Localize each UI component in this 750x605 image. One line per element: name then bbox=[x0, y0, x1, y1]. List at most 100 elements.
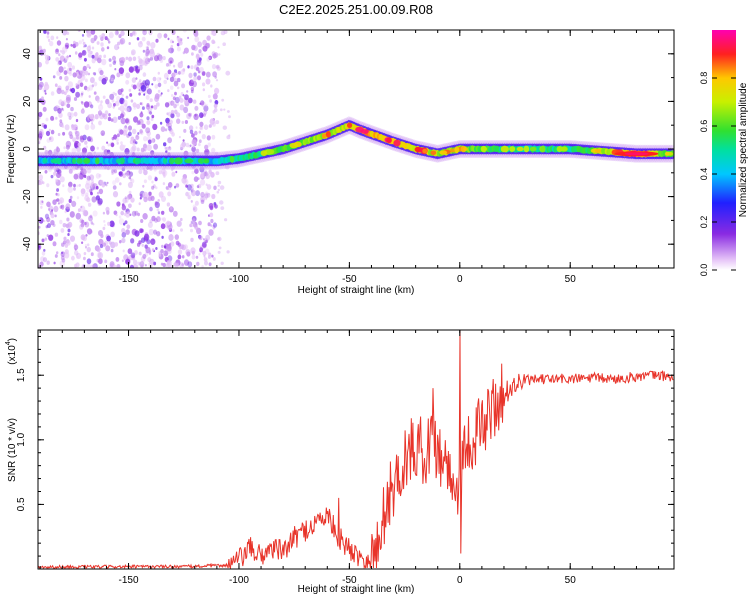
noise-dot bbox=[112, 60, 117, 65]
noise-dot bbox=[157, 211, 161, 215]
noise-dot bbox=[189, 129, 194, 134]
chart-title: C2E2.2025.251.00.09.R08 bbox=[279, 2, 433, 17]
noise-dot bbox=[95, 195, 100, 201]
noise-dot bbox=[169, 76, 175, 83]
noise-dot bbox=[181, 263, 184, 267]
noise-dot bbox=[126, 194, 132, 200]
noise-dot bbox=[174, 91, 177, 96]
x-tick-label: -50 bbox=[342, 575, 357, 586]
y-tick-label: -40 bbox=[22, 237, 33, 252]
noise-dot bbox=[38, 111, 43, 117]
noise-dot bbox=[119, 240, 122, 244]
ridge-blob bbox=[665, 151, 670, 156]
noise-dot bbox=[103, 223, 106, 227]
noise-dot bbox=[139, 40, 143, 45]
noise-dot bbox=[146, 88, 152, 95]
noise-dot bbox=[197, 177, 200, 181]
noise-dot bbox=[80, 234, 86, 241]
noise-dot bbox=[166, 112, 169, 116]
noise-dot bbox=[138, 58, 143, 64]
noise-dot bbox=[191, 189, 196, 197]
noise-dot bbox=[211, 254, 214, 258]
noise-dot bbox=[163, 174, 166, 178]
noise-dot bbox=[78, 40, 83, 45]
noise-dot bbox=[122, 197, 127, 204]
noise-dot bbox=[99, 244, 104, 249]
noise-dot bbox=[90, 191, 93, 196]
noise-dot bbox=[44, 54, 50, 61]
noise-dot bbox=[185, 191, 189, 197]
noise-dot bbox=[125, 72, 131, 79]
noise-dot bbox=[148, 228, 154, 236]
noise-dot bbox=[150, 42, 156, 49]
noise-dot bbox=[152, 76, 157, 82]
noise-dot bbox=[222, 125, 227, 130]
noise-dot bbox=[211, 134, 216, 140]
noise-dot bbox=[75, 83, 78, 86]
noise-dot bbox=[141, 106, 145, 110]
noise-dot bbox=[83, 57, 87, 62]
noise-dot bbox=[125, 118, 129, 124]
noise-dot bbox=[64, 210, 67, 214]
y-tick-label: 0 bbox=[22, 146, 33, 152]
noise-dot bbox=[151, 185, 155, 190]
noise-dot bbox=[151, 215, 156, 222]
noise-dot bbox=[133, 106, 136, 110]
noise-dot bbox=[124, 220, 128, 224]
noise-dot bbox=[74, 130, 78, 135]
noise-dot bbox=[150, 238, 156, 245]
noise-dot bbox=[143, 93, 146, 96]
noise-dot bbox=[183, 244, 188, 250]
noise-dot bbox=[90, 37, 95, 44]
noise-dot bbox=[127, 248, 133, 255]
noise-dot bbox=[68, 181, 73, 188]
noise-dot bbox=[188, 125, 194, 131]
noise-dot bbox=[39, 199, 44, 206]
noise-dot bbox=[80, 223, 83, 227]
noise-dot bbox=[68, 131, 73, 137]
noise-dot bbox=[211, 147, 216, 154]
noise-dot bbox=[167, 182, 173, 188]
noise-dot bbox=[90, 145, 95, 152]
noise-dot bbox=[63, 146, 66, 150]
noise-dot bbox=[92, 223, 95, 226]
noise-dot bbox=[104, 166, 107, 170]
noise-dot bbox=[99, 35, 102, 38]
noise-dot bbox=[182, 94, 185, 97]
noise-dot bbox=[154, 201, 158, 206]
noise-dot bbox=[52, 75, 56, 79]
noise-dot bbox=[166, 260, 171, 265]
noise-dot bbox=[84, 124, 90, 131]
noise-dot bbox=[73, 183, 76, 188]
noise-dot bbox=[149, 111, 153, 115]
noise-dot bbox=[59, 219, 63, 225]
noise-dot bbox=[183, 47, 189, 54]
noise-dot bbox=[188, 112, 192, 117]
noise-dot bbox=[134, 230, 140, 237]
noise-dot bbox=[168, 146, 171, 149]
noise-dot bbox=[90, 252, 94, 257]
noise-dot bbox=[162, 262, 166, 268]
noise-dot bbox=[221, 98, 225, 102]
noise-dot bbox=[81, 150, 86, 156]
noise-dot bbox=[104, 259, 108, 264]
noise-dot bbox=[89, 113, 94, 120]
noise-dot bbox=[122, 249, 125, 253]
noise-dot bbox=[108, 40, 111, 44]
noise-dot bbox=[87, 202, 92, 207]
noise-dot bbox=[54, 254, 58, 258]
noise-dot bbox=[142, 213, 148, 220]
noise-dot bbox=[115, 213, 118, 217]
noise-dot bbox=[103, 149, 109, 156]
noise-dot bbox=[98, 76, 103, 82]
noise-dot bbox=[190, 86, 195, 92]
noise-dot bbox=[201, 114, 204, 117]
noise-dot bbox=[188, 79, 194, 87]
noise-dot bbox=[103, 220, 106, 223]
noise-dot bbox=[114, 44, 119, 51]
noise-dot bbox=[155, 247, 158, 250]
noise-dot bbox=[98, 54, 102, 59]
noise-dot bbox=[102, 113, 106, 118]
colorbar-ticks: 0.0 0.2 0.4 0.6 0.8 bbox=[699, 72, 736, 276]
noise-dot bbox=[42, 181, 45, 185]
